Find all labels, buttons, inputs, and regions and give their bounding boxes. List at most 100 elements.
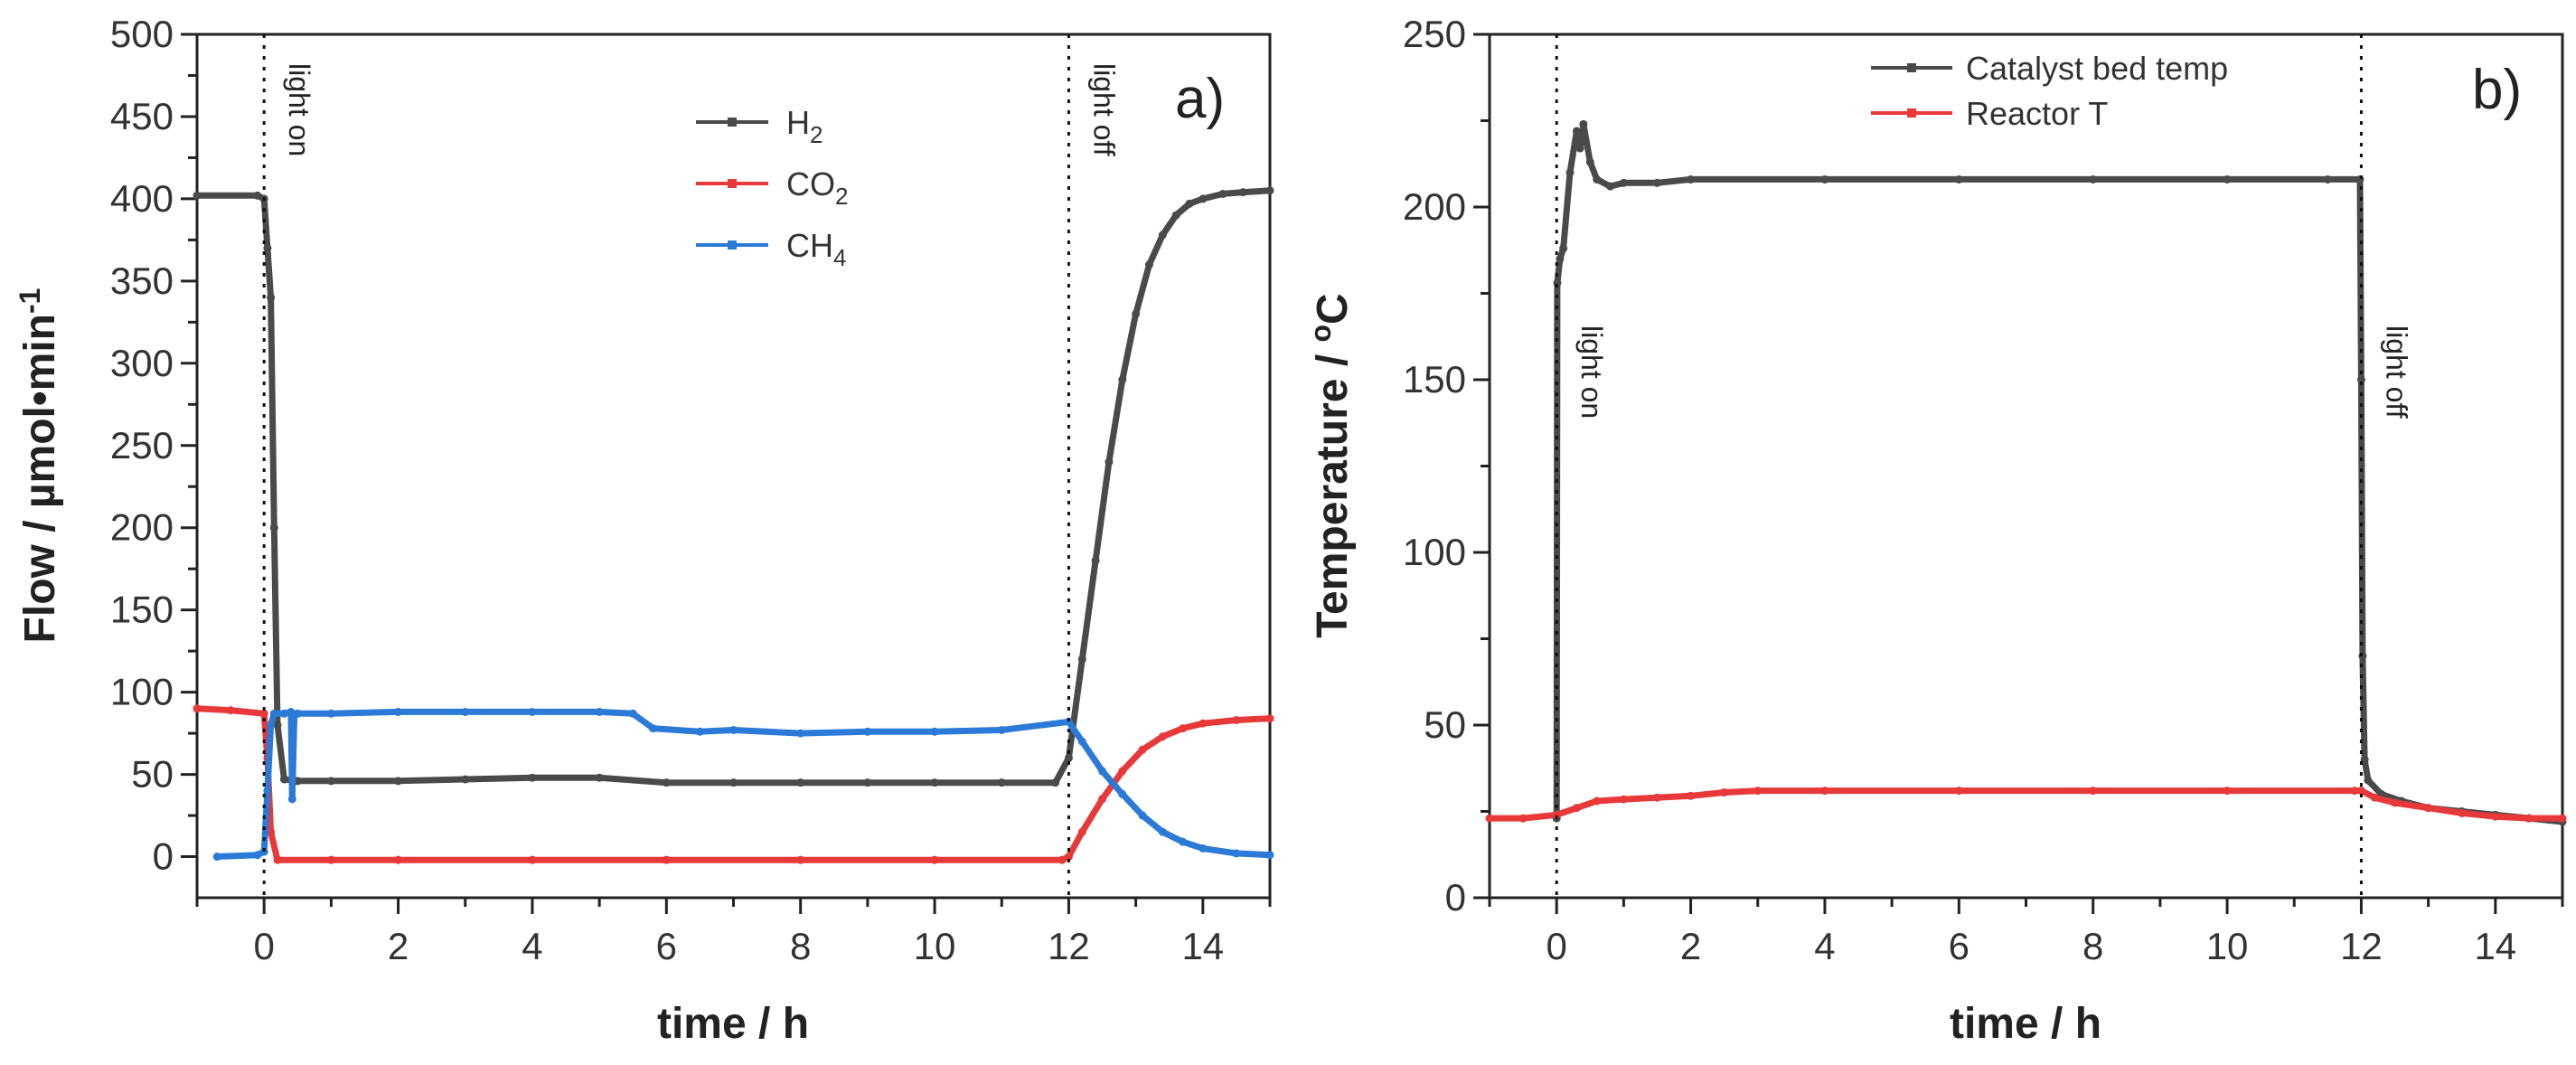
data-point xyxy=(1064,717,1073,726)
data-point xyxy=(1158,231,1167,240)
data-point xyxy=(863,727,872,736)
data-point xyxy=(1572,804,1581,813)
data-point xyxy=(997,778,1006,787)
data-point xyxy=(263,243,272,252)
annotation-label: light on xyxy=(1575,325,1608,419)
panel-b-y-axis-title-sup: o xyxy=(1304,325,1337,343)
data-point xyxy=(273,721,282,730)
y-tick-label: 200 xyxy=(110,506,174,549)
x-tick-label: 2 xyxy=(1680,925,1701,967)
panel-b-y-axis-title-main: Temperature / xyxy=(1309,343,1357,638)
y-tick-label: 0 xyxy=(153,835,174,878)
data-point xyxy=(930,778,939,787)
legend-label: H2 xyxy=(786,104,823,148)
data-point xyxy=(2223,174,2232,184)
data-point xyxy=(1218,189,1227,198)
data-point xyxy=(648,724,657,733)
data-point xyxy=(1158,732,1167,741)
data-point xyxy=(1171,211,1180,220)
x-tick-label: 2 xyxy=(388,925,409,967)
panel-a-x-axis-title: time / h xyxy=(657,1000,809,1048)
x-tick-label: 0 xyxy=(1547,925,1567,967)
legend-label-main: CO xyxy=(786,165,835,203)
panel-b-y-axis-title-unit: C xyxy=(1309,293,1357,325)
data-point xyxy=(1091,556,1100,565)
data-point xyxy=(2370,793,2379,802)
data-point xyxy=(1064,853,1073,862)
panel-a-y-axis-title: Flow / µmol•min-1 xyxy=(14,288,64,644)
data-point xyxy=(1199,194,1208,203)
data-point xyxy=(1238,188,1247,197)
data-point xyxy=(695,727,704,736)
data-point xyxy=(253,191,262,200)
data-point xyxy=(796,729,805,738)
legend-label: CH4 xyxy=(786,227,846,271)
data-point xyxy=(796,855,805,864)
data-point xyxy=(326,855,335,864)
data-point xyxy=(279,775,288,784)
data-point xyxy=(1118,375,1127,384)
y-tick-label: 150 xyxy=(110,589,174,631)
data-point xyxy=(2089,174,2098,184)
legend-marker xyxy=(1907,108,1916,118)
legend-marker xyxy=(728,179,737,188)
data-point xyxy=(1585,157,1594,166)
data-point xyxy=(269,523,278,532)
series-line-ch4 xyxy=(213,708,1274,860)
x-tick-label: 12 xyxy=(1048,925,1090,967)
data-point xyxy=(2350,787,2359,796)
data-point xyxy=(394,777,403,786)
data-point xyxy=(1077,655,1086,664)
data-point xyxy=(193,704,202,713)
x-tick-label: 0 xyxy=(254,925,275,967)
legend-marker xyxy=(728,118,737,127)
panel-b-annotations: light on light off xyxy=(1555,34,2412,898)
data-point xyxy=(930,855,939,864)
x-tick-label: 8 xyxy=(2082,925,2103,967)
legend-label-subscript: 4 xyxy=(833,244,846,271)
x-tick-label: 6 xyxy=(1949,925,1970,967)
data-point xyxy=(997,725,1006,734)
data-point xyxy=(1652,178,1661,187)
y-tick-label: 500 xyxy=(110,13,174,55)
data-point xyxy=(2558,814,2567,823)
panel-a-y-axis-title-main: Flow / µmol•min xyxy=(16,314,64,643)
data-point xyxy=(193,191,202,200)
data-point xyxy=(1158,827,1167,836)
data-point xyxy=(1593,796,1602,806)
data-point xyxy=(1232,716,1241,725)
data-point xyxy=(461,775,470,784)
data-point xyxy=(1559,244,1568,253)
data-point xyxy=(2364,776,2373,785)
y-tick-label: 350 xyxy=(110,259,174,302)
data-point xyxy=(1118,767,1127,776)
panel-b-label: b) xyxy=(2472,59,2522,121)
legend-label-subscript: 2 xyxy=(810,121,823,148)
x-tick-label: 8 xyxy=(790,925,811,967)
data-point xyxy=(1118,789,1127,798)
data-point xyxy=(1265,851,1274,860)
data-point xyxy=(1058,855,1067,864)
panel-a-label: a) xyxy=(1175,68,1225,130)
data-point xyxy=(259,709,268,718)
data-point xyxy=(1064,753,1073,762)
legend-label: CO2 xyxy=(786,165,848,210)
x-tick-label: 4 xyxy=(1814,925,1835,967)
data-point xyxy=(259,847,268,856)
x-tick-label: 6 xyxy=(656,925,677,967)
data-point xyxy=(528,855,537,864)
data-point xyxy=(1051,778,1060,787)
y-tick-label: 150 xyxy=(1403,358,1466,401)
data-point xyxy=(1098,767,1107,776)
x-tick-label: 14 xyxy=(2474,925,2516,967)
data-point xyxy=(394,707,403,716)
x-tick-label: 12 xyxy=(2340,925,2383,967)
annotation-label: light off xyxy=(1087,63,1120,156)
data-point xyxy=(1753,787,1763,796)
data-point xyxy=(1954,787,1963,796)
data-point xyxy=(2491,812,2500,821)
data-point xyxy=(1606,182,1615,191)
panel-a-series xyxy=(193,186,1274,864)
y-tick-label: 50 xyxy=(1424,703,1466,746)
